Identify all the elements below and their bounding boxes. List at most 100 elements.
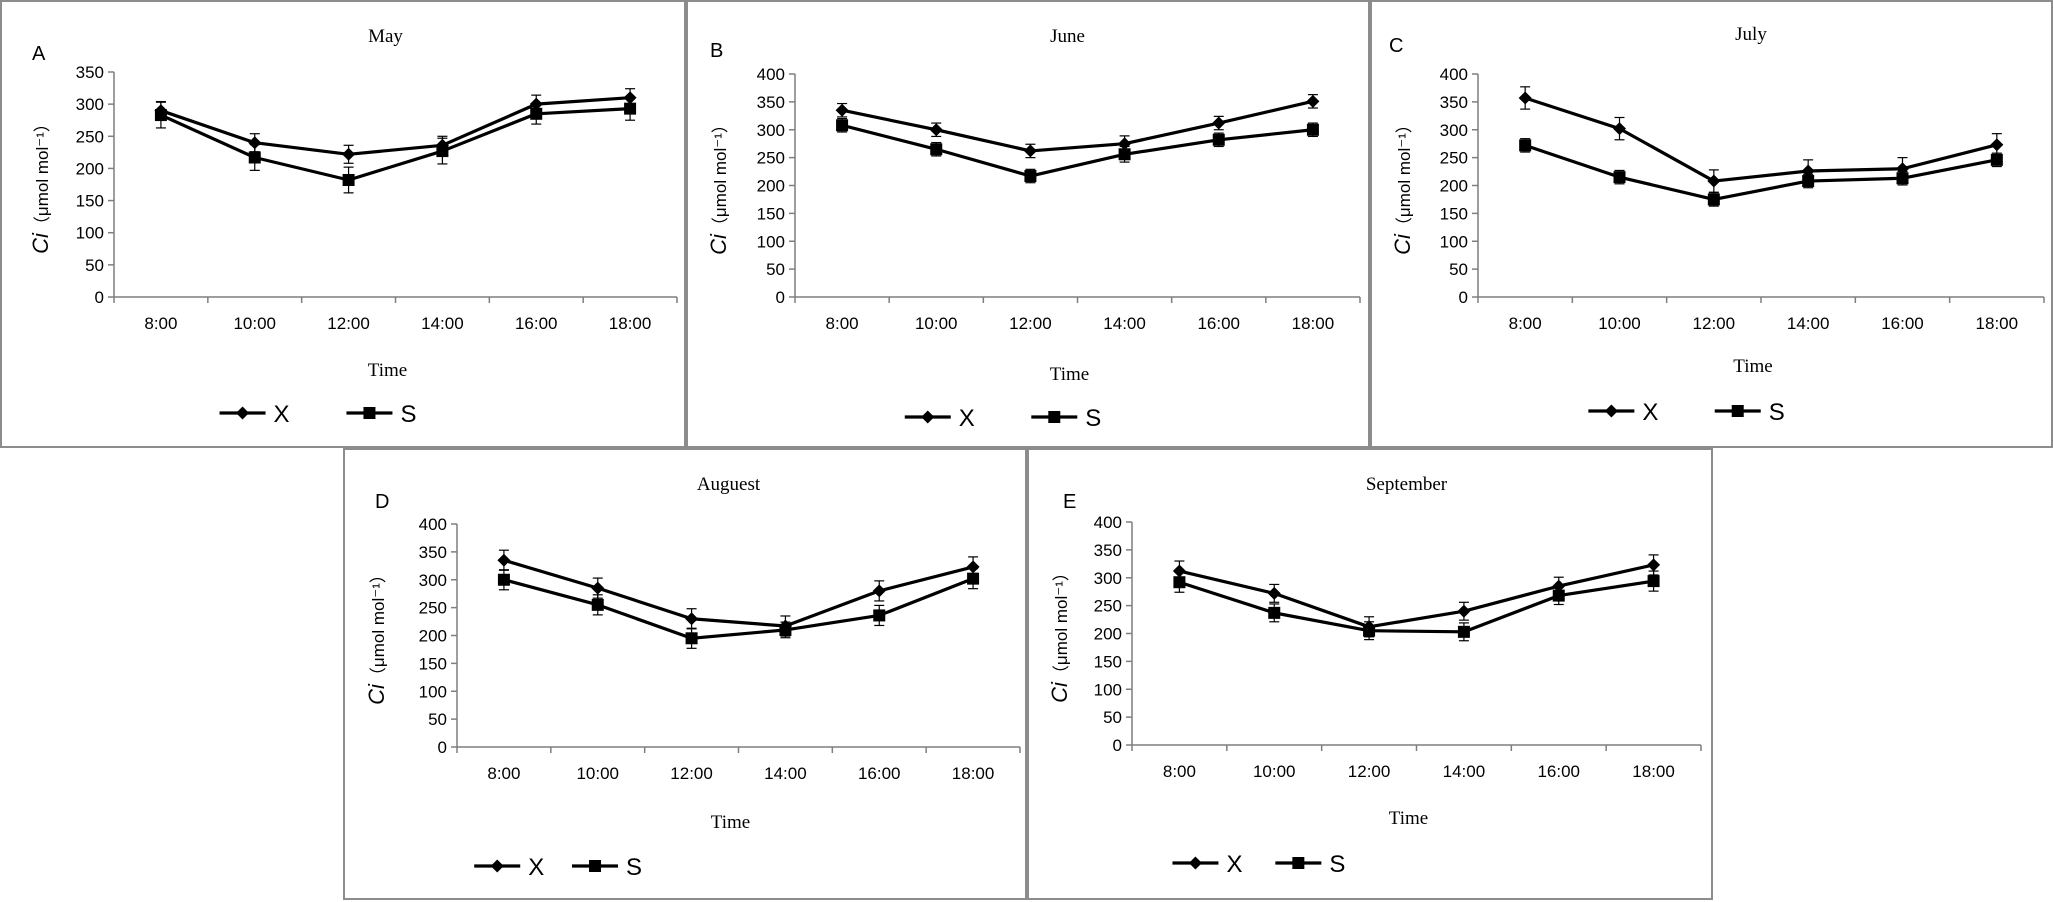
chart-panel-may: A May 0 50 100 150 200 250 300 350 8:00 10:00 12:00 1… (0, 0, 686, 448)
y-axis-label: Ci（μmol mol⁻¹） (364, 566, 389, 705)
y-axis-label-unit: （μmol mol⁻¹） (1395, 116, 1414, 234)
y-tick-label: 350 (757, 93, 785, 112)
x-tick-label: 10:00 (233, 314, 276, 333)
data-point-S (1707, 193, 1720, 206)
series-X (1172, 554, 1661, 638)
legend-item-X: X (1588, 399, 1658, 426)
chart-title: Auguest (697, 474, 761, 495)
legend-marker (490, 859, 504, 873)
data-point-X (1613, 122, 1626, 136)
x-tick-label: 8:00 (144, 314, 177, 333)
data-point-S (685, 632, 698, 645)
series-S (836, 117, 1319, 184)
chart-title: July (1735, 24, 1767, 45)
x-tick-label: 16:00 (858, 764, 901, 783)
data-point-X (248, 136, 262, 150)
x-tick-label: 8:00 (826, 314, 859, 333)
panel-letter: A (32, 43, 46, 65)
legend-item-S: S (572, 854, 642, 881)
chart-panel-july: C July 0 50 100 150 200 250 300 350 400 8:00 10:00 12… (1370, 0, 2053, 448)
y-axis-label-symbol: Ci (706, 233, 731, 255)
legend-item-X: X (904, 405, 975, 432)
legend-label: S (1329, 851, 1345, 878)
data-point-S (1802, 175, 1815, 188)
series-line-X (841, 99, 1314, 153)
y-tick-label: 100 (757, 232, 785, 251)
series-S (1519, 138, 2003, 207)
legend-label: X (1642, 399, 1658, 426)
legend-marker (1604, 404, 1618, 418)
y-tick-label: 200 (76, 159, 104, 178)
legend-item-S: S (1275, 851, 1345, 878)
data-point-X (1212, 116, 1226, 130)
data-point-X (929, 123, 943, 137)
y-tick-label: 300 (1440, 121, 1468, 140)
y-tick-label: 200 (1094, 625, 1122, 644)
y-tick-label: 50 (428, 710, 447, 729)
data-point-S (930, 143, 943, 156)
y-tick-label: 100 (419, 682, 447, 701)
series-S (154, 96, 637, 194)
y-tick-label: 250 (757, 149, 785, 168)
series-X (154, 88, 637, 164)
data-point-S (591, 598, 604, 611)
legend-marker (1292, 857, 1305, 869)
y-axis-label: Ci（μmol mol⁻¹） (1390, 116, 1415, 255)
legend-marker (1731, 405, 1744, 417)
y-tick-label: 150 (1094, 652, 1122, 671)
y-tick-label: 50 (1449, 260, 1468, 279)
x-tick-label: 14:00 (1787, 314, 1830, 333)
data-point-S (1118, 148, 1131, 161)
data-point-S (1896, 172, 1909, 185)
data-point-S (1173, 576, 1186, 589)
y-tick-label: 250 (1440, 149, 1468, 168)
y-tick-label: 50 (766, 260, 785, 279)
x-tick-label: 14:00 (1443, 762, 1486, 781)
data-point-S (342, 174, 355, 186)
y-tick-label: 250 (1094, 597, 1122, 616)
series-line-S (841, 123, 1314, 178)
series-line-X (160, 96, 631, 156)
data-point-S (1268, 606, 1281, 619)
y-axis-label-unit: （μmol mol⁻¹） (33, 115, 52, 233)
x-tick-label: 16:00 (515, 314, 558, 333)
x-tick-label: 18:00 (1632, 762, 1675, 781)
legend-item-S: S (346, 401, 416, 428)
y-tick-label: 400 (1094, 513, 1122, 532)
chart-svg-september: E September 0 50 100 150 200 250 300 350 400 8:00 10… (1047, 474, 1702, 878)
y-tick-label: 0 (1113, 736, 1122, 755)
data-point-X (835, 103, 849, 117)
data-point-S (248, 151, 261, 164)
data-point-X (685, 612, 699, 626)
legend-label: S (400, 401, 416, 428)
y-tick-label: 100 (1440, 232, 1468, 251)
x-tick-label: 10:00 (915, 314, 958, 333)
data-point-X (497, 553, 511, 567)
x-tick-label: 18:00 (952, 764, 995, 783)
panel-letter: D (375, 491, 389, 513)
y-axis-label: Ci（μmol mol⁻¹） (706, 116, 731, 255)
data-point-S (530, 107, 543, 120)
y-axis-label-unit: （μmol mol⁻¹） (711, 116, 730, 234)
legend-item-X: X (1172, 851, 1242, 878)
legend-marker (363, 407, 376, 419)
y-tick-label: 300 (1094, 569, 1122, 588)
series-line-S (503, 577, 974, 640)
y-tick-label: 400 (757, 65, 785, 84)
x-tick-label: 10:00 (576, 764, 619, 783)
y-tick-label: 350 (1440, 93, 1468, 112)
series-S (1173, 570, 1660, 642)
series-line-X (1179, 563, 1654, 629)
y-tick-label: 400 (1440, 65, 1468, 84)
y-tick-label: 300 (419, 571, 447, 590)
legend-item-X: X (474, 854, 544, 881)
data-point-X (1707, 174, 1721, 188)
x-tick-label: 18:00 (609, 314, 652, 333)
chart-panel-september: E September 0 50 100 150 200 250 300 350 400 8:00 10… (1027, 448, 1713, 900)
x-tick-label: 8:00 (1163, 762, 1196, 781)
y-axis-label-unit: （μmol mol⁻¹） (369, 566, 388, 684)
legend-label: S (1085, 405, 1101, 432)
data-point-S (1990, 153, 2003, 166)
data-point-X (1990, 138, 2004, 152)
series-line-S (1524, 143, 1998, 202)
